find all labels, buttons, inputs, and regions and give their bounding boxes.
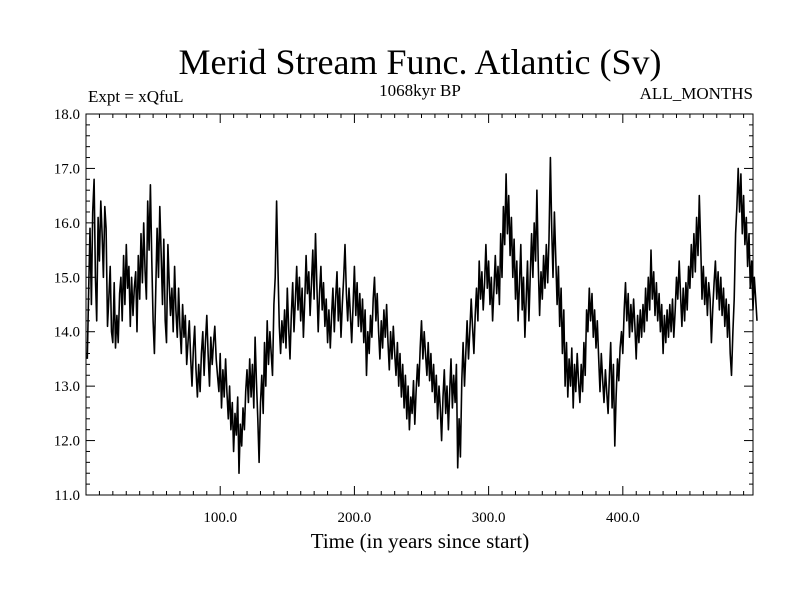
y-tick-label: 11.0 bbox=[54, 488, 80, 504]
y-tick-label: 17.0 bbox=[54, 161, 80, 177]
x-tick-label: 200.0 bbox=[338, 510, 372, 526]
x-tick-label: 100.0 bbox=[203, 510, 237, 526]
x-tick-label: 300.0 bbox=[472, 510, 506, 526]
y-tick-label: 18.0 bbox=[54, 107, 80, 123]
chart-title: Merid Stream Func. Atlantic (Sv) bbox=[179, 42, 662, 82]
y-tick-label: 16.0 bbox=[54, 216, 80, 232]
y-tick-label: 15.0 bbox=[54, 270, 80, 286]
x-tick-label: 400.0 bbox=[606, 510, 640, 526]
axis-ticks bbox=[86, 113, 753, 496]
x-axis-label: Time (in years since start) bbox=[311, 529, 530, 553]
y-tick-label: 13.0 bbox=[54, 379, 80, 395]
axis-tick-labels: 11.0 12.0 13.0 14.0 15.0 16.0 17.0 18.0 100.0 200… bbox=[54, 107, 640, 526]
plot-frame bbox=[85, 113, 754, 496]
experiment-label: Expt = xQfuL bbox=[88, 87, 184, 106]
series-line bbox=[86, 156, 758, 475]
months-label: ALL_MONTHS bbox=[640, 84, 753, 103]
y-tick-label: 12.0 bbox=[54, 434, 80, 450]
y-tick-label: 14.0 bbox=[54, 325, 80, 341]
period-label: 1068kyr BP bbox=[379, 81, 461, 100]
